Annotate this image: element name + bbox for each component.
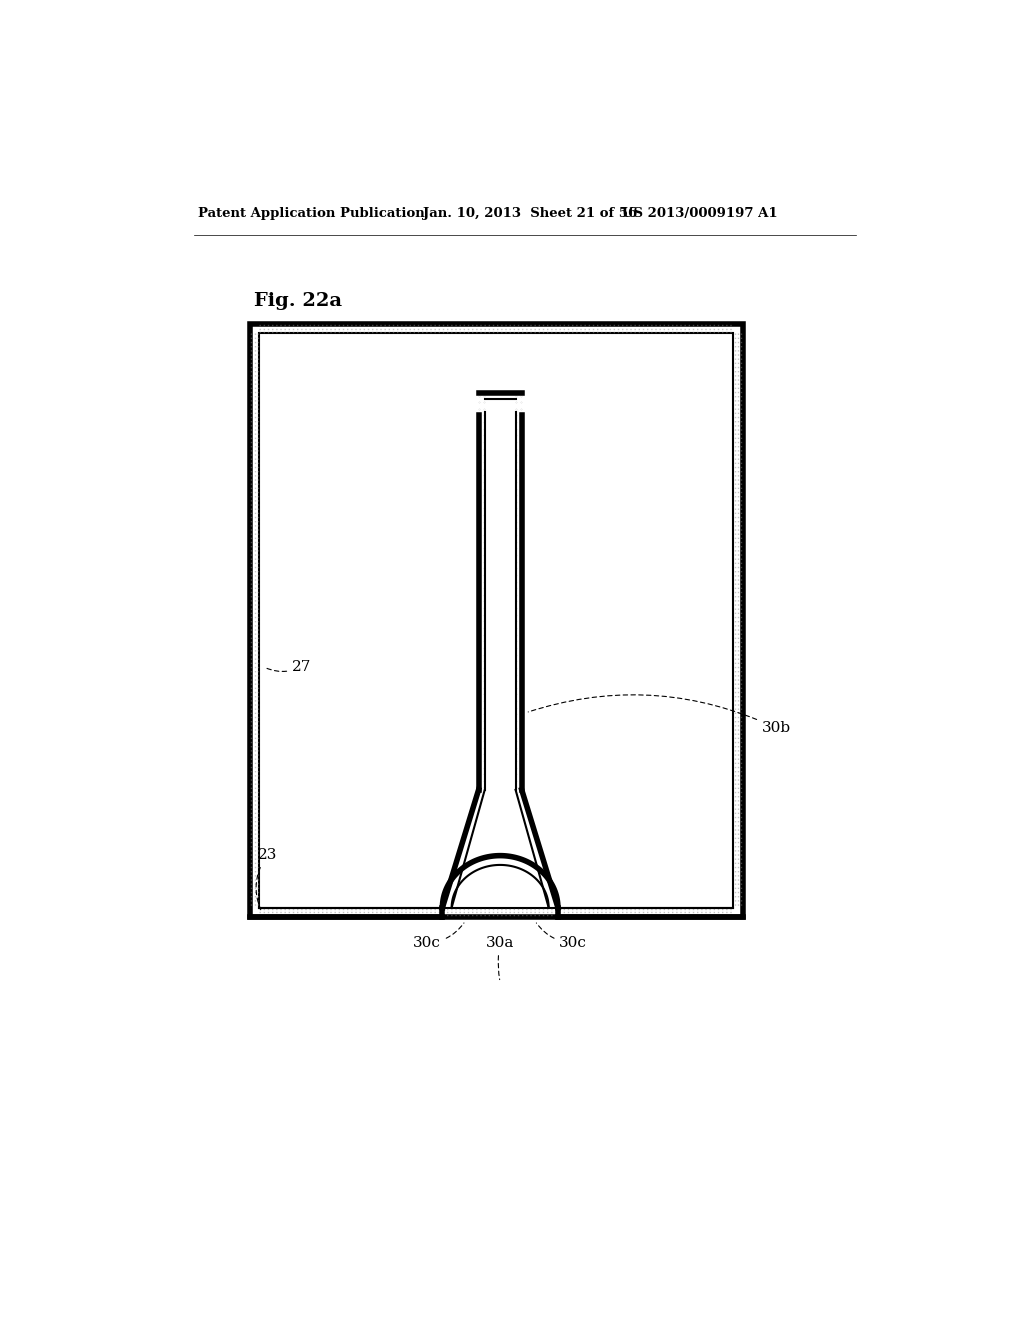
Text: Jan. 10, 2013  Sheet 21 of 56: Jan. 10, 2013 Sheet 21 of 56 — [423, 207, 637, 220]
Text: 30c: 30c — [413, 923, 464, 950]
Text: Fig. 22a: Fig. 22a — [254, 292, 342, 310]
Text: US 2013/0009197 A1: US 2013/0009197 A1 — [622, 207, 777, 220]
Text: 30c: 30c — [537, 923, 587, 950]
Text: Patent Application Publication: Patent Application Publication — [199, 207, 425, 220]
Bar — [259, 333, 733, 908]
Bar — [250, 323, 742, 917]
Text: 23: 23 — [256, 849, 276, 912]
Text: 27: 27 — [265, 660, 311, 673]
Text: 30a: 30a — [486, 936, 514, 979]
Text: 30b: 30b — [528, 694, 792, 735]
